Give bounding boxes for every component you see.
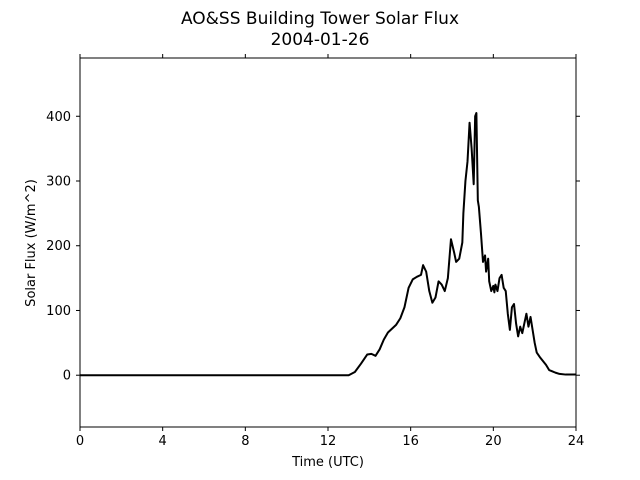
- x-tick-label: 0: [76, 434, 84, 449]
- x-axis-label: Time (UTC): [291, 455, 364, 470]
- y-tick-label: 300: [46, 175, 71, 190]
- x-tick-label: 20: [485, 434, 502, 449]
- x-tick-label: 16: [402, 434, 419, 449]
- x-axis: 0 4 8 12 16 20 24: [76, 54, 584, 449]
- chart-title: AO&SS Building Tower Solar Flux: [181, 9, 459, 29]
- x-tick-label: 24: [568, 434, 585, 449]
- y-tick-label: 100: [46, 304, 71, 319]
- y-axis-label: Solar Flux (W/m^2): [24, 179, 39, 307]
- series-line: [80, 112, 576, 377]
- y-axis: 0 100 200 300 400: [46, 110, 580, 384]
- y-tick-label: 0: [63, 369, 71, 384]
- x-tick-label: 12: [320, 434, 337, 449]
- plot-frame: [79, 57, 577, 428]
- x-tick-label: 8: [241, 434, 249, 449]
- x-tick-label: 4: [159, 434, 167, 449]
- chart-subtitle: 2004-01-26: [271, 30, 370, 50]
- y-tick-label: 400: [46, 110, 71, 125]
- y-tick-label: 200: [46, 239, 71, 254]
